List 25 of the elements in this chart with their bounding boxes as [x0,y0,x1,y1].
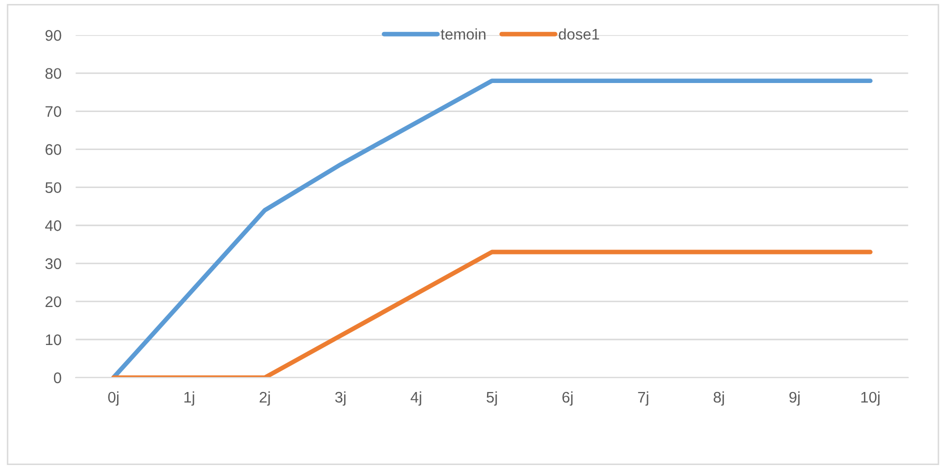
x-tick-label: 9j [789,391,800,406]
y-tick-label: 80 [45,68,62,79]
y-tick-label: 40 [45,220,62,232]
x-tick-label: 8j [714,391,724,406]
x-tick-label: 4j [410,391,422,406]
y-tick-label: 20 [46,296,62,308]
y-tick-label: 0 [54,372,62,384]
line-series [111,78,873,378]
x-tick-label: 7j [638,391,648,406]
y-tick-label: 30 [45,258,62,270]
x-tick-label: 6j [562,391,573,406]
legend-label: temoin [440,28,486,40]
y-tick-label: 70 [46,106,62,117]
y-tick-label: 10 [46,334,62,346]
x-tick-label: 3j [335,391,346,406]
line-series [111,250,873,378]
legend-label: dose1 [558,28,600,40]
x-tick-label: 0j [108,391,118,406]
x-tick-label: 2j [260,391,270,406]
y-tick-label: 90 [46,30,62,41]
x-tick-label: 5j [486,391,497,406]
y-tick-label: 50 [45,182,62,194]
x-tick-label: 1j [184,391,194,406]
x-tick-label: 10j [861,391,880,406]
y-tick-label: 60 [46,144,62,155]
